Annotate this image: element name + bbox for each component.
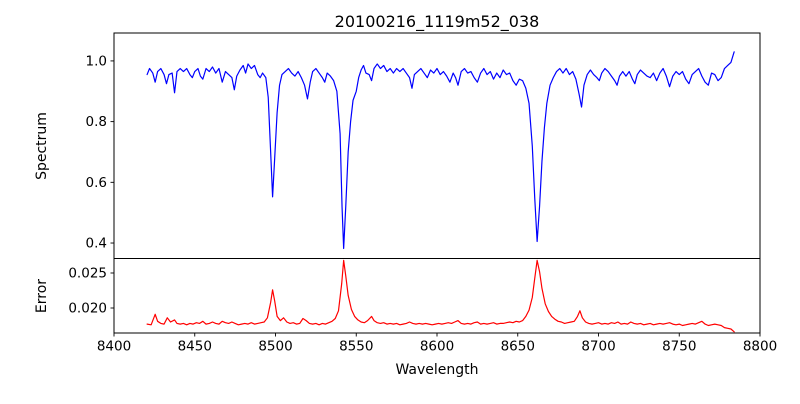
x-tick-label: 8700	[581, 339, 615, 355]
y-tick-label: 0.6	[86, 175, 107, 191]
error-subplot-line	[146, 259, 735, 333]
x-tick-label: 8600	[420, 339, 454, 355]
y-tick-label: 0.8	[86, 114, 107, 130]
x-axis-label: Wavelength	[395, 362, 478, 378]
error-subplot-frame	[113, 258, 761, 334]
spectrum-subplot-line	[146, 51, 735, 250]
x-tick-label: 8750	[662, 339, 696, 355]
x-tick-label: 8400	[97, 339, 131, 355]
y-tick-label: 0.025	[68, 265, 107, 281]
x-tick-label: 8550	[339, 339, 373, 355]
y-axis-label-spectrum: Spectrum	[34, 112, 50, 180]
x-tick-label: 8800	[743, 339, 777, 355]
y-tick-label: 0.020	[68, 301, 107, 317]
y-axis-label-error: Error	[34, 279, 50, 313]
x-tick-label: 8650	[501, 339, 535, 355]
x-tick-label: 8500	[258, 339, 292, 355]
plot-area-group: 1.0 0.8 0.6 0.4 0.025 0.020 8400 8450 8500 8550 86…	[68, 32, 777, 355]
chart-title: 20100216_1119m52_038	[335, 12, 540, 32]
y-tick-label: 0.4	[86, 236, 107, 252]
x-tick-label: 8450	[178, 339, 212, 355]
y-tick-label: 1.0	[86, 53, 107, 69]
spectrum-subplot-frame	[113, 32, 761, 259]
